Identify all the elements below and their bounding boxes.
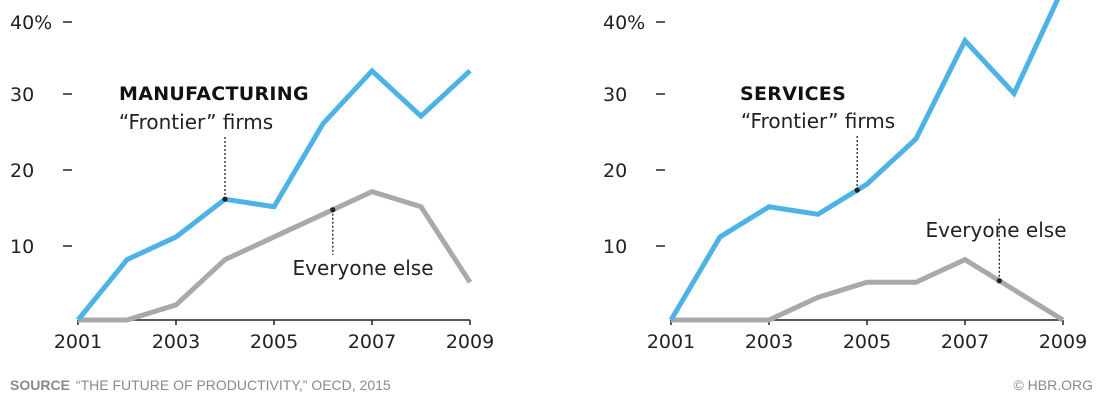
frontier-series-line	[668, 0, 1061, 322]
frontier-leader-dot	[222, 196, 228, 202]
services-panel: 40% 30 20 10 2001 2003 2005 2007 2009 SERVICES “Fr…	[603, 0, 1087, 353]
y-tick-label: 30	[603, 84, 627, 106]
frontier-leader-dot	[854, 187, 860, 193]
y-tick-label: 10	[603, 236, 627, 258]
x-tick-label: 2001	[647, 331, 695, 353]
y-tick-label: 40%	[10, 12, 52, 34]
x-tick-label: 2001	[54, 331, 102, 353]
frontier-series-label: “Frontier” firms	[119, 110, 273, 134]
frontier-series-label: “Frontier” firms	[741, 109, 895, 133]
y-tick-label: 30	[10, 84, 34, 106]
y-tick-label: 40%	[603, 12, 645, 34]
x-tick-label: 2007	[941, 331, 989, 353]
x-tick-label: 2009	[1039, 331, 1087, 353]
x-tick-label: 2003	[745, 331, 793, 353]
source-label: SOURCE	[10, 377, 70, 393]
everyone-else-series-label: Everyone else	[926, 218, 1067, 242]
everyone-else-series-line	[78, 188, 473, 323]
x-tick-label: 2003	[152, 331, 200, 353]
everyone-else-leader-dot	[330, 207, 336, 213]
credit-text: © HBR.ORG	[1013, 377, 1093, 393]
y-tick-label: 20	[603, 160, 627, 182]
y-tick-label: 20	[10, 160, 34, 182]
x-tick-label: 2005	[250, 331, 298, 353]
panel-title: MANUFACTURING	[119, 83, 309, 105]
source-note: SOURCE “THE FUTURE OF PRODUCTIVITY,” OECD…	[10, 377, 391, 393]
y-tick-label: 10	[10, 236, 34, 258]
everyone-else-series-label: Everyone else	[293, 256, 434, 280]
source-text: “THE FUTURE OF PRODUCTIVITY,” OECD, 2015	[76, 377, 391, 393]
frontier-series-line	[76, 67, 472, 322]
x-tick-label: 2007	[348, 331, 396, 353]
x-tick-label: 2005	[843, 331, 891, 353]
everyone-else-leader-dot	[996, 278, 1002, 284]
panel-title: SERVICES	[740, 83, 846, 105]
manufacturing-panel: 40% 30 20 10 2001 2003 2005 2007 2009 MANUFACTURI…	[10, 12, 494, 353]
everyone-else-series-line	[671, 256, 1065, 323]
x-tick-label: 2009	[446, 331, 494, 353]
